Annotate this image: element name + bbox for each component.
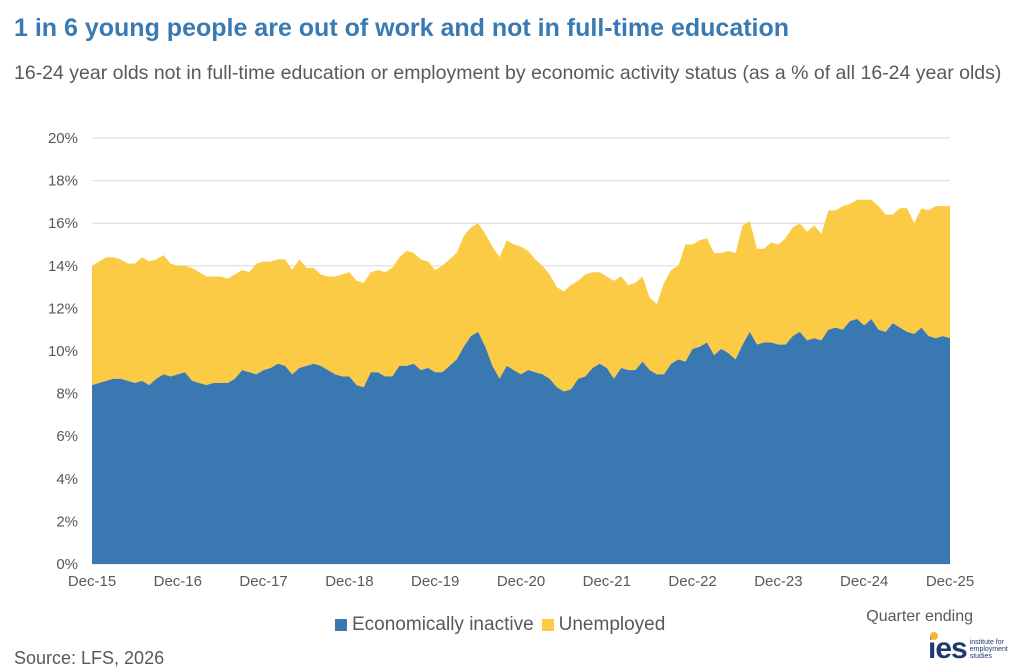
y-tick-label: 0% [56, 556, 78, 573]
x-tick-label: Dec-21 [583, 573, 631, 590]
x-tick-label: Dec-22 [668, 573, 716, 590]
series-unemployed [92, 199, 950, 392]
logo-mark: ies [928, 632, 968, 664]
x-tick-label: Dec-15 [68, 573, 116, 590]
x-axis-note: Quarter ending [866, 608, 973, 625]
y-axis-ticks: 0% 2% 4% 6% 8% 10% 12% 14% 16% 18% 20% [48, 130, 78, 573]
y-tick-label: 18% [48, 173, 78, 190]
y-tick-label: 20% [48, 130, 78, 147]
x-tick-label: Dec-17 [239, 573, 287, 590]
chart-plot: 0%2%4%6%8%10%12%14%16%18%20% Dec-15 Dec-1… [48, 130, 974, 590]
x-tick-label: Dec-19 [411, 573, 459, 590]
source-note: Source: LFS, 2026 [14, 648, 165, 668]
logo-dot-icon [930, 632, 938, 640]
x-tick-label: Dec-24 [840, 573, 888, 590]
chart-title: 1 in 6 young people are out of work and … [14, 14, 790, 42]
x-tick-label: Dec-23 [754, 573, 802, 590]
x-tick-label: Dec-16 [154, 573, 202, 590]
legend-item-unemployed: Unemployed [541, 614, 666, 636]
x-tick-label: Dec-18 [325, 573, 373, 590]
chart-subtitle: 16-24 year olds not in full-time educati… [14, 62, 1002, 84]
legend-label-inactive: Economically inactive [352, 614, 534, 635]
legend-item-inactive: Economically inactive [335, 614, 534, 636]
legend-label-unemployed: Unemployed [558, 614, 666, 635]
series-economically-inactive [92, 319, 950, 564]
y-tick-label: 6% [56, 428, 78, 445]
y-tick-label: 14% [48, 258, 78, 275]
logo-text: institute for employment studies [969, 639, 1008, 660]
legend: Economically inactive Unemployed [335, 614, 673, 636]
y-tick-label: 10% [48, 343, 78, 360]
y-tick-label: 8% [56, 386, 78, 403]
x-tick-label: Dec-20 [497, 573, 545, 590]
y-tick-label: 12% [48, 300, 78, 317]
ies-logo: ies institute for employment studies [928, 632, 1022, 664]
y-tick-label: 2% [56, 513, 78, 530]
legend-swatch-inactive [335, 619, 347, 631]
area-series [92, 199, 950, 564]
x-axis-ticks: Dec-15 Dec-16 Dec-17 Dec-18 Dec-19 Dec-20 Dec-… [68, 573, 974, 590]
y-tick-label: 4% [56, 471, 78, 488]
y-tick-label: 16% [48, 215, 78, 232]
x-tick-label: Dec-25 [926, 573, 974, 590]
legend-swatch-unemployed [541, 619, 554, 631]
